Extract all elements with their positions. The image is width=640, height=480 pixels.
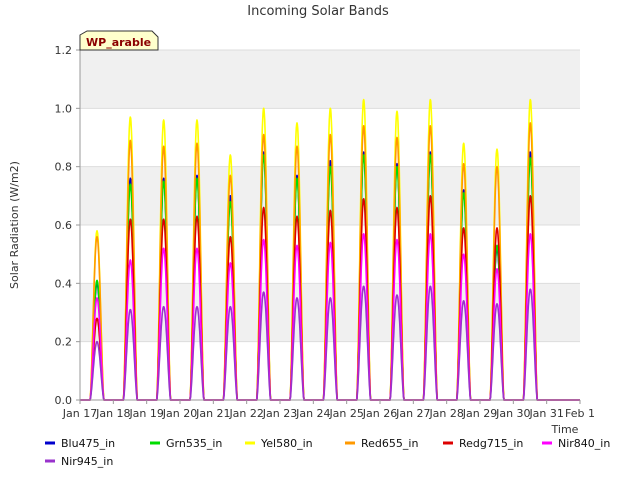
x-tick-label: Jan 27 <box>395 407 430 420</box>
x-tick-label: Jan 22 <box>228 407 263 420</box>
x-tick-label: Jan 23 <box>262 407 297 420</box>
series-layer <box>80 98 580 401</box>
x-tick-label: Jan 29 <box>462 407 497 420</box>
grid-band <box>80 283 580 342</box>
x-tick-label: Jan 21 <box>195 407 230 420</box>
legend-label-grn535_in: Grn535_in <box>166 437 222 450</box>
series-line-redg715_in <box>80 195 580 401</box>
legend-label-nir945_in: Nir945_in <box>61 455 113 468</box>
legend-label-nir840_in: Nir840_in <box>558 437 610 450</box>
x-tick-label: Jan 24 <box>295 407 330 420</box>
badge: WP_arable <box>79 30 159 51</box>
legend-label-redg715_in: Redg715_in <box>459 437 523 450</box>
series-line-red655_in <box>80 122 580 401</box>
x-tick-label: Jan 20 <box>162 407 197 420</box>
x-tick-label: Jan 19 <box>128 407 163 420</box>
x-tick-label: Jan 30 <box>495 407 530 420</box>
plot-background <box>80 49 580 401</box>
x-tick-label: Jan 25 <box>328 407 363 420</box>
legend-label-yel580_in: Yel580_in <box>260 437 313 450</box>
y-tick-label: 0.8 <box>55 161 73 174</box>
legend-label-red655_in: Red655_in <box>361 437 418 450</box>
x-axis-label: Time <box>551 423 579 436</box>
y-tick-label: 1.2 <box>55 44 73 57</box>
x-tick-label: Jan 26 <box>362 407 397 420</box>
x-tick-label: Jan 31 <box>528 407 563 420</box>
chart-title: Incoming Solar Bands <box>247 4 389 19</box>
series-line-yel580_in <box>80 98 580 401</box>
x-tick-label: Feb 1 <box>565 407 595 420</box>
x-tick-label: Jan 17 <box>62 407 97 420</box>
series-line-nir945_in <box>80 285 580 401</box>
badge-label: WP_arable <box>86 36 151 49</box>
y-tick-label: 1.0 <box>55 102 73 115</box>
legend: Blu475_in Grn535_in Yel580_in Red655_in Redg… <box>45 437 610 468</box>
y-tick-label: 0.4 <box>55 277 73 290</box>
badge-shape <box>79 30 159 51</box>
x-tick-label: Jan 28 <box>428 407 463 420</box>
y-tick-label: 0.6 <box>55 219 73 232</box>
grid-band <box>80 50 580 109</box>
y-tick-label: 0.0 <box>55 394 73 407</box>
legend-label-blu475_in: Blu475_in <box>61 437 115 450</box>
y-axis-label: Solar Radiation (W/m2) <box>8 161 21 289</box>
y-tick-label: 0.2 <box>55 336 73 349</box>
series-line-nir840_in <box>80 233 580 401</box>
series-line-grn535_in <box>80 154 580 401</box>
x-tick-label: Jan 18 <box>95 407 130 420</box>
